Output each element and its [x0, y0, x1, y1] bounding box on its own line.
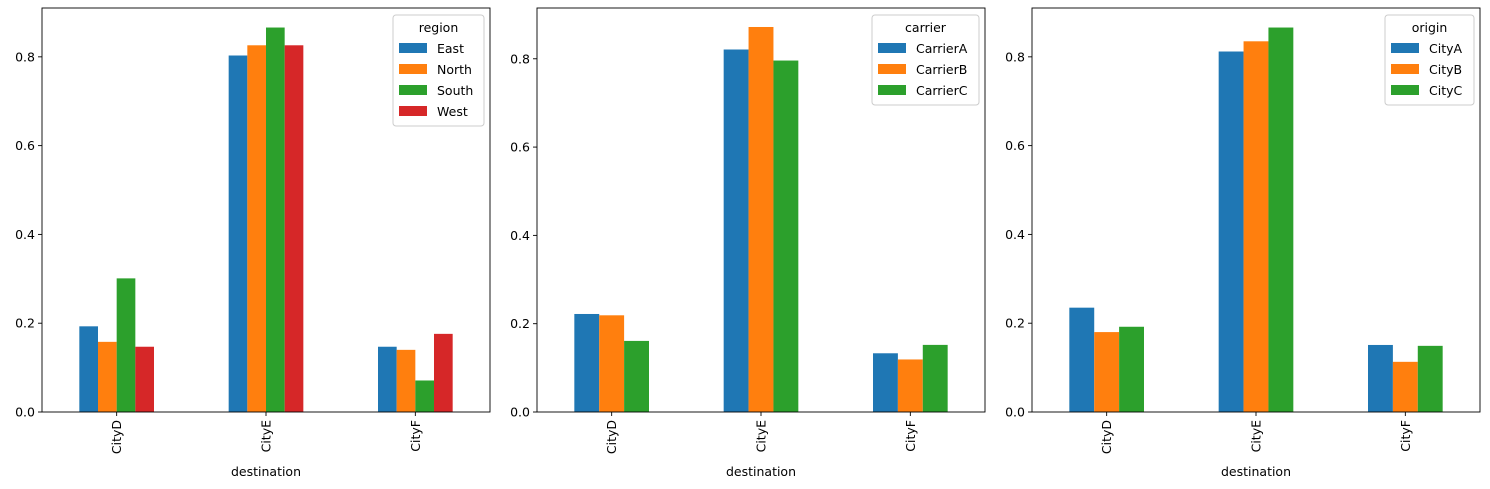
- bar-CarrierB-CityD: [599, 315, 625, 412]
- legend-box: [1384, 14, 1475, 106]
- y-tick-label: 0.4: [1005, 227, 1025, 242]
- y-tick-label: 0.6: [510, 140, 530, 155]
- bar-CityC-CityD: [1119, 326, 1144, 412]
- legend-label-CarrierC: CarrierC: [916, 83, 968, 98]
- x-tick-label: CityD: [1099, 420, 1114, 454]
- legend-swatch-North: [399, 64, 427, 74]
- legend-swatch-South: [399, 85, 427, 95]
- bar-CityC-CityF: [1417, 345, 1443, 412]
- y-tick-label: 0.2: [15, 316, 35, 331]
- x-axis-title: destination: [1221, 464, 1291, 479]
- legend-label-CityA: CityA: [1429, 41, 1462, 56]
- bar-East-CityE: [228, 55, 248, 412]
- x-axis-title: destination: [231, 464, 301, 479]
- legend-swatch-West: [399, 106, 427, 116]
- bar-CityA-CityD: [1069, 307, 1095, 412]
- y-tick-label: 0.2: [1005, 316, 1025, 331]
- bar-North-CityF: [396, 349, 416, 412]
- legend-label-CityC: CityC: [1429, 83, 1462, 98]
- chart-panel-1: 0.0 0.2 0.4 0.6 0.8 CityD CityE CityF destinatio…: [15, 7, 491, 479]
- y-tick-label: 0.0: [510, 405, 530, 420]
- bar-West-CityE: [284, 45, 304, 412]
- legend-label-North: North: [437, 62, 472, 77]
- legend-label-CarrierA: CarrierA: [916, 41, 968, 56]
- bar-North-CityD: [98, 341, 117, 412]
- bar-CarrierB-CityE: [748, 26, 774, 413]
- bar-North-CityE: [247, 45, 266, 412]
- legend-title: origin: [1412, 20, 1448, 35]
- legend-swatch-CarrierC: [878, 85, 906, 95]
- y-tick-label: 0.2: [510, 316, 530, 331]
- x-tick-label: CityF: [408, 420, 423, 452]
- bar-East-CityF: [378, 346, 397, 412]
- y-tick-label: 0.0: [15, 405, 35, 420]
- chart-panel-2: 0.0 0.2 0.4 0.6 0.8 CityD CityE CityF destinatio…: [510, 7, 986, 479]
- y-tick-label: 0.4: [15, 227, 35, 242]
- y-tick-label: 0.8: [1005, 49, 1025, 64]
- legend-label-South: South: [437, 83, 473, 98]
- bar-CarrierA-CityE: [723, 49, 749, 412]
- chart-panel-3: 0.0 0.2 0.4 0.6 0.8 CityD CityE CityF destinatio…: [1005, 7, 1481, 479]
- bar-East-CityD: [79, 326, 98, 412]
- bar-CityB-CityF: [1392, 361, 1418, 412]
- bar-South-CityD: [116, 278, 136, 412]
- bar-CarrierA-CityF: [873, 353, 898, 412]
- x-tick-label: CityE: [1249, 420, 1264, 452]
- legend-box: [392, 14, 485, 127]
- legend-label-West: West: [437, 104, 468, 119]
- x-tick-label: CityD: [604, 420, 619, 454]
- legend-label-CityB: CityB: [1429, 62, 1462, 77]
- bar-South-CityF: [415, 380, 434, 412]
- x-tick-label: CityE: [259, 420, 274, 452]
- legend: carrier CarrierA CarrierB CarrierC: [871, 14, 980, 106]
- bar-CityB-CityE: [1243, 41, 1269, 413]
- bar-CarrierB-CityF: [897, 359, 923, 412]
- bar-CityC-CityE: [1268, 27, 1294, 413]
- bar-CarrierC-CityD: [624, 340, 649, 412]
- bar-South-CityE: [266, 27, 285, 413]
- x-tick-label: CityF: [1398, 420, 1413, 452]
- legend-title: region: [419, 20, 459, 35]
- bar-West-CityD: [135, 346, 154, 412]
- x-tick-label: CityD: [109, 420, 124, 454]
- y-tick-label: 0.6: [15, 138, 35, 153]
- bar-CityA-CityF: [1368, 344, 1393, 412]
- legend-swatch-East: [399, 43, 427, 53]
- y-tick-label: 0.8: [15, 49, 35, 64]
- bar-CityA-CityE: [1218, 51, 1244, 412]
- legend-swatch-CityC: [1391, 85, 1419, 95]
- x-tick-label: CityE: [754, 420, 769, 452]
- legend-label-East: East: [437, 41, 464, 56]
- x-tick-label: CityF: [903, 420, 918, 452]
- legend-swatch-CarrierA: [878, 43, 906, 53]
- x-axis-title: destination: [726, 464, 796, 479]
- legend: region East North South West: [392, 14, 485, 127]
- legend-swatch-CityB: [1391, 64, 1419, 74]
- legend-box: [871, 14, 980, 106]
- legend-title: carrier: [905, 20, 947, 35]
- bar-CarrierA-CityD: [574, 313, 600, 412]
- y-tick-label: 0.4: [510, 228, 530, 243]
- y-tick-label: 0.6: [1005, 138, 1025, 153]
- bar-CityB-CityD: [1094, 332, 1120, 412]
- y-tick-label: 0.8: [510, 51, 530, 66]
- legend-label-CarrierB: CarrierB: [916, 62, 967, 77]
- y-tick-label: 0.0: [1005, 405, 1025, 420]
- bar-CarrierC-CityE: [773, 60, 799, 412]
- legend-swatch-CarrierB: [878, 64, 906, 74]
- bar-CarrierC-CityF: [922, 344, 948, 412]
- legend-swatch-CityA: [1391, 43, 1419, 53]
- legend: origin CityA CityB CityC: [1384, 14, 1475, 106]
- bar-West-CityF: [434, 333, 453, 412]
